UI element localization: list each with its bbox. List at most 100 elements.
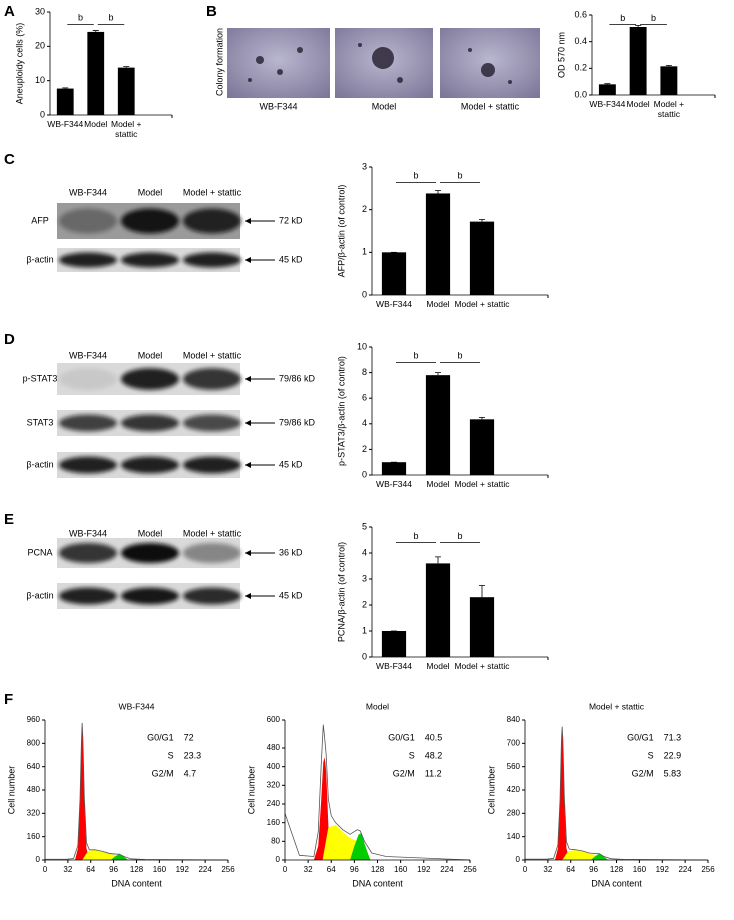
significance-label: b [413,531,418,541]
blot-band [121,208,179,234]
stat-value: 23.3 [184,750,202,760]
y-tick-label: 640 [27,762,41,771]
blot-band [183,543,241,563]
x-tick-label: 128 [610,865,624,874]
x-tick-label: WB-F344 [47,119,84,129]
blot-band [59,456,117,474]
y-tick-label: 800 [27,738,41,747]
x-tick-label: 64 [566,865,575,874]
y-tick-label: 10 [357,341,367,351]
x-tick-label: Model + stattic [454,661,510,671]
x-tick-label: 64 [86,865,95,874]
blot-band [121,456,179,474]
x-tick-label: 128 [371,865,385,874]
x-label-box: Model + stattic [454,479,509,489]
x-tick-label: 96 [350,865,359,874]
x-tick-label: 224 [678,865,692,874]
phase-area [590,853,608,860]
y-tick-label: 1 [362,247,367,257]
y-tick-label: 0 [36,855,41,864]
blot-band [183,368,241,390]
x-tick-label: 160 [633,865,647,874]
y-tick-label: 600 [267,715,281,724]
x-tick-label: 96 [589,865,598,874]
y-tick-label: 6 [362,393,367,403]
x-tick-label: Model [84,119,108,129]
chart-title: Model [366,701,389,711]
x-tick-label: WB-F344 [376,299,412,309]
stat-value: 22.9 [664,750,682,760]
bar [381,631,407,657]
error-bar [479,417,485,420]
x-label-box: WB-F344 [376,479,412,489]
y-tick-label: 10 [35,75,45,85]
lane-label: WB-F344 [69,350,107,360]
bar [425,375,451,475]
row-label: PCNA [27,547,52,557]
x-tick-label: 224 [440,865,454,874]
x-tick-label: Model [426,661,450,671]
x-label-box: WB-F344 [376,661,412,671]
size-label: 72 kD [279,215,303,225]
colony [256,56,264,64]
y-tick-label: 2 [362,599,367,609]
x-tick-label: 128 [130,865,144,874]
arrow-head [245,218,251,224]
x-tick-label: 224 [198,865,212,874]
y-tick-label: 0.0 [574,89,587,99]
y-tick-label: 0.4 [574,36,587,46]
y-tick-label: 1 [362,625,367,635]
significance-label: b [620,13,625,23]
error-bar [479,219,485,222]
x-label-box: Model [84,119,108,129]
x-tick-label: WB-F344 [376,479,412,489]
image-label: WB-F344 [259,101,297,111]
y-tick-label: 960 [27,715,41,724]
panel-label: C [4,151,15,168]
x-tick-label: Model [426,299,450,309]
blot-band [183,208,241,234]
bar [425,563,451,657]
x-label-box: Model + stattic [454,299,509,309]
y-axis-label: PCNA/β-actin (of control) [336,542,346,642]
y-tick-label: 560 [507,762,521,771]
colony [277,69,283,75]
y-tick-label: 8 [362,367,367,377]
x-tick-label: Model + stattic [653,99,685,119]
x-tick-label: WB-F344 [589,99,626,109]
arrow-head [245,420,251,426]
y-axis-label: AFP/β-actin (of control) [336,185,346,278]
y-tick-label: 0.6 [574,9,587,19]
size-label: 79/86 kD [279,373,316,383]
error-bar [435,190,441,194]
bar [117,67,135,115]
x-tick-label: 192 [417,865,431,874]
stat-value: 71.3 [664,732,682,742]
colony [397,77,403,83]
y-axis-label: p-STAT3/β-actin (of control) [336,356,346,466]
arrow-head [245,462,251,468]
lane-label: Model + stattic [183,528,242,538]
significance-label: b [457,351,462,361]
blot-band [59,587,117,605]
colony [508,80,512,84]
stat-label: S [168,750,174,760]
panel-label: B [206,3,217,20]
significance-label: b [457,171,462,181]
significance-label: b [413,171,418,181]
x-axis-label: DNA content [111,878,162,888]
bar [56,88,74,115]
x-tick-label: 96 [109,865,118,874]
stat-label: G0/G1 [147,732,174,742]
bar [469,419,495,475]
y-tick-label: 2 [362,204,367,214]
y-tick-label: 0 [362,469,367,479]
stat-label: S [409,750,415,760]
panel-label: F [4,691,13,708]
panel-label: D [4,331,15,348]
row-label: AFP [31,215,49,225]
y-tick-label: 4 [362,547,367,557]
x-label-box: Model + stattic [111,119,141,139]
colony [248,78,252,82]
blot-band [121,414,179,432]
